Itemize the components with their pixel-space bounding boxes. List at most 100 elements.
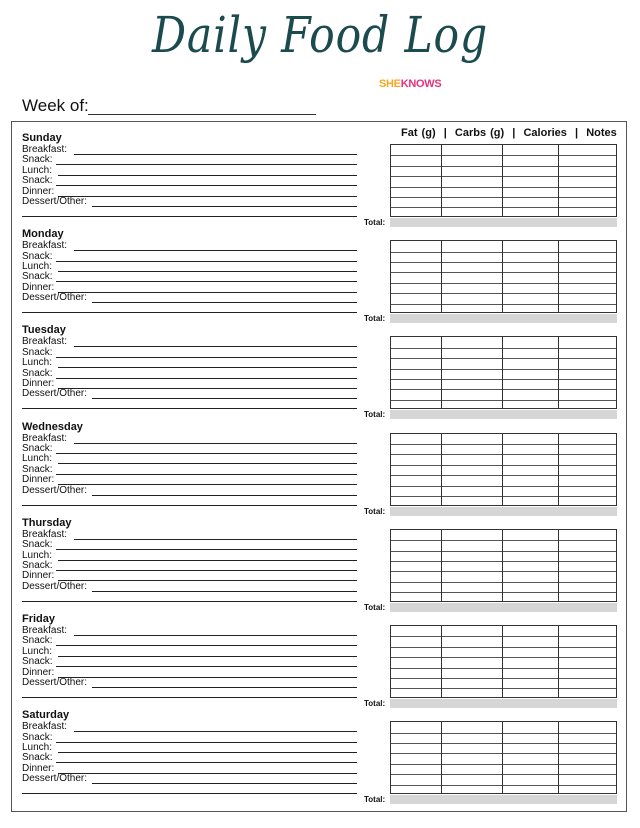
meal-entry-line[interactable]: [92, 687, 357, 688]
meal-entry-line[interactable]: [58, 772, 357, 774]
meal-entry-line[interactable]: [56, 666, 357, 668]
day-name: Saturday: [22, 709, 70, 722]
extra-entry-line[interactable]: [22, 504, 357, 506]
meal-entry-line[interactable]: [58, 751, 357, 753]
day-section-wednesday: Wednesday Breakfast: Snack: Lunch: Snack: Din…: [0, 421, 640, 517]
extra-entry-line[interactable]: [22, 600, 357, 602]
meal-entry-line[interactable]: [92, 783, 357, 785]
total-row[interactable]: [390, 795, 617, 805]
meal-label: Dinner:: [22, 474, 55, 486]
meal-entry-line[interactable]: [74, 538, 357, 540]
meal-entry-line[interactable]: [56, 185, 357, 187]
day-name: Sunday: [22, 132, 62, 144]
meal-entry-line[interactable]: [56, 281, 357, 283]
page-title: Daily Food Log: [151, 6, 489, 64]
meal-entry-line[interactable]: [58, 367, 357, 369]
meal-label: Dinner:: [22, 185, 55, 197]
meal-label: Dinner:: [22, 762, 55, 774]
meal-label: Lunch:: [22, 260, 53, 272]
meal-entry-line[interactable]: [56, 645, 357, 647]
meal-label: Snack:: [22, 442, 53, 454]
extra-entry-line[interactable]: [22, 312, 357, 314]
nutrition-grid[interactable]: [390, 240, 617, 314]
meal-entry-line[interactable]: [74, 346, 357, 348]
meal-label: Snack:: [22, 635, 53, 647]
extra-entry-line[interactable]: [22, 697, 357, 698]
meal-entry-line[interactable]: [74, 250, 357, 252]
meal-entry-line[interactable]: [56, 569, 357, 571]
total-label: Total:: [364, 218, 386, 227]
day-section-saturday: Saturday Breakfast: Snack: Lunch: Snack: Dinn…: [0, 709, 640, 805]
total-row[interactable]: [390, 410, 617, 420]
total-label: Total:: [364, 410, 386, 420]
meal-label: Breakfast:: [22, 528, 68, 540]
meal-entry-line[interactable]: [92, 302, 357, 304]
extra-entry-line[interactable]: [22, 408, 357, 410]
total-label: Total:: [364, 314, 386, 324]
meal-entry-line[interactable]: [58, 174, 357, 176]
meal-entry-line[interactable]: [74, 731, 357, 733]
meal-label: Lunch:: [22, 357, 53, 369]
meal-entry-line[interactable]: [56, 549, 357, 551]
meal-entry-line[interactable]: [56, 473, 357, 475]
meal-entry-line[interactable]: [58, 655, 357, 657]
meal-label: Breakfast:: [22, 625, 68, 636]
meal-entry-line[interactable]: [58, 484, 357, 486]
week-of-label: Week of:: [22, 96, 89, 115]
meal-entry-line[interactable]: [74, 442, 357, 444]
columns-header: Fat (g) | Carbs (g) | Calories | Notes: [401, 127, 617, 139]
extra-entry-line[interactable]: [22, 216, 357, 217]
meal-label: Dessert/Other:: [22, 484, 88, 496]
meal-entry-line[interactable]: [58, 195, 357, 197]
day-section-friday: Friday Breakfast: Snack: Lunch: Snack: Dinner…: [0, 613, 640, 709]
nutrition-grid[interactable]: [390, 432, 617, 506]
meal-label: Lunch:: [22, 741, 53, 753]
meal-entry-line[interactable]: [92, 494, 357, 496]
nutrition-grid[interactable]: [390, 625, 617, 698]
nutrition-grid[interactable]: [390, 721, 617, 795]
day-section-monday: Monday Breakfast: Snack: Lunch: Snack: Dinner…: [0, 228, 640, 324]
meal-label: Dessert/Other:: [22, 773, 88, 785]
extra-entry-line[interactable]: [22, 793, 357, 795]
meal-entry-line[interactable]: [74, 154, 357, 155]
meal-entry-line[interactable]: [92, 206, 357, 207]
meal-label: Snack:: [22, 367, 53, 379]
total-row[interactable]: [390, 699, 617, 708]
total-row[interactable]: [390, 218, 617, 227]
total-row[interactable]: [390, 314, 617, 324]
meal-label: Snack:: [22, 271, 53, 283]
meal-entry-line[interactable]: [58, 559, 357, 561]
meal-entry-line[interactable]: [74, 635, 357, 636]
meal-entry-line[interactable]: [58, 270, 357, 272]
total-row[interactable]: [390, 602, 617, 612]
meal-label: Lunch:: [22, 549, 53, 561]
meal-label: Snack:: [22, 154, 53, 166]
meal-label: Snack:: [22, 175, 53, 187]
total-row[interactable]: [390, 506, 617, 516]
week-of-field[interactable]: [88, 114, 316, 115]
meal-entry-line[interactable]: [58, 580, 357, 582]
meal-label: Snack:: [22, 250, 53, 262]
total-label: Total:: [364, 602, 386, 612]
meal-entry-line[interactable]: [58, 291, 357, 293]
meal-entry-line[interactable]: [56, 452, 357, 454]
nutrition-grid[interactable]: [390, 336, 617, 410]
sheknows-logo: SHEKNOWS: [379, 78, 442, 90]
meal-entry-line[interactable]: [58, 463, 357, 465]
meal-entry-line[interactable]: [56, 762, 357, 764]
meal-label: Dinner:: [22, 281, 55, 293]
meal-entry-line[interactable]: [56, 356, 357, 358]
meal-label: Dinner:: [22, 570, 55, 582]
meal-entry-line[interactable]: [56, 377, 357, 379]
meal-entry-line[interactable]: [58, 387, 357, 389]
nutrition-grid[interactable]: [390, 144, 617, 217]
meal-entry-line[interactable]: [92, 398, 357, 400]
meal-entry-line[interactable]: [58, 676, 357, 678]
meal-entry-line[interactable]: [56, 260, 357, 262]
meal-label: Snack:: [22, 752, 53, 764]
meal-label: Breakfast:: [22, 240, 68, 252]
meal-entry-line[interactable]: [92, 590, 357, 592]
meal-entry-line[interactable]: [56, 164, 357, 166]
meal-entry-line[interactable]: [56, 741, 357, 743]
nutrition-grid[interactable]: [390, 528, 617, 602]
